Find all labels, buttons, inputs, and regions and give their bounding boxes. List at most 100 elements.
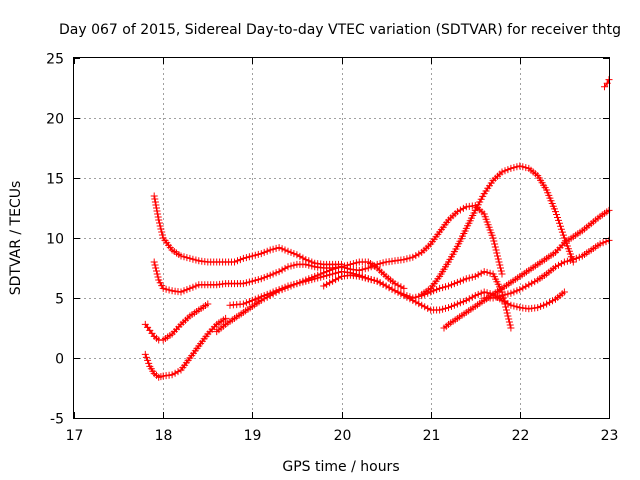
data-point — [559, 231, 567, 239]
data-point — [248, 296, 256, 304]
data-point — [332, 269, 340, 277]
data-point — [504, 166, 512, 174]
data-point — [400, 290, 408, 298]
data-point — [157, 225, 165, 233]
x-tick-label: 23 — [601, 428, 619, 444]
data-point — [556, 219, 563, 227]
data-point — [468, 293, 476, 301]
data-point — [358, 266, 366, 274]
data-point — [234, 257, 241, 265]
data-point — [251, 295, 259, 303]
data-point — [474, 271, 482, 279]
data-point — [501, 300, 509, 308]
data-point — [305, 261, 313, 269]
data-point — [601, 83, 608, 91]
data-point — [156, 222, 164, 230]
data-point — [397, 289, 405, 297]
data-point — [572, 254, 580, 262]
data-point — [505, 318, 513, 326]
data-point — [471, 292, 479, 300]
data-point — [445, 304, 452, 312]
data-point — [412, 293, 420, 301]
data-point — [480, 288, 488, 296]
data-point — [152, 264, 160, 272]
data-point — [299, 278, 307, 286]
data-point — [260, 274, 268, 282]
data-point — [418, 301, 426, 309]
data-point — [494, 252, 501, 260]
data-point — [491, 243, 499, 251]
data-point — [257, 275, 265, 283]
data-point — [459, 204, 467, 212]
data-point — [403, 255, 411, 263]
data-point — [459, 298, 467, 306]
data-point — [540, 301, 548, 309]
x-axis-label: GPS time / hours — [282, 459, 399, 475]
data-point — [503, 309, 511, 317]
data-point — [349, 260, 357, 268]
x-tick-label: 21 — [423, 428, 441, 444]
data-point — [275, 286, 283, 294]
y-tick-label: -5 — [50, 412, 64, 428]
data-point — [278, 284, 286, 292]
data-point — [186, 254, 194, 262]
data-point — [522, 282, 530, 290]
chart-title: Day 067 of 2015, Sidereal Day-to-day VTE… — [59, 22, 621, 38]
data-point — [284, 282, 292, 290]
data-point — [263, 272, 271, 280]
data-point — [326, 279, 334, 287]
data-point — [281, 264, 289, 272]
data-point — [367, 276, 375, 284]
data-point — [510, 164, 518, 172]
data-point — [433, 286, 441, 294]
data-point — [260, 292, 268, 300]
series-track-4 — [141, 314, 230, 381]
data-point — [400, 284, 408, 292]
data-point — [409, 294, 417, 302]
data-point — [415, 300, 423, 308]
data-point — [406, 254, 414, 262]
data-point — [497, 264, 504, 272]
y-tick-label: 20 — [46, 112, 64, 128]
data-point — [284, 247, 292, 255]
grid — [74, 58, 609, 418]
data-point — [525, 281, 533, 289]
data-point — [320, 282, 328, 290]
y-tick-label: 15 — [46, 172, 64, 188]
data-point — [332, 276, 340, 284]
data-point — [151, 261, 159, 269]
data-point — [495, 258, 503, 266]
data-point — [462, 296, 470, 304]
data-point — [171, 369, 179, 377]
series-line — [144, 317, 227, 379]
data-point — [284, 263, 292, 271]
data-point — [150, 258, 158, 266]
data-point — [450, 301, 458, 309]
data-point — [379, 259, 387, 267]
data-point — [275, 268, 283, 276]
data-point — [278, 266, 286, 274]
data-point — [329, 277, 337, 285]
data-point — [236, 256, 244, 264]
series-track-9 — [418, 162, 577, 298]
data-point — [391, 287, 399, 295]
data-point — [299, 254, 307, 262]
data-point — [483, 268, 491, 276]
data-point — [155, 216, 163, 224]
data-point — [489, 294, 497, 302]
data-point — [497, 267, 505, 275]
data-point — [477, 289, 485, 297]
data-point — [493, 249, 501, 257]
data-point — [552, 208, 559, 216]
data-point — [516, 286, 524, 294]
data-point — [492, 293, 500, 301]
data-point — [251, 251, 259, 259]
data-point — [275, 244, 283, 252]
data-point — [239, 300, 247, 308]
data-point — [162, 285, 170, 293]
data-point — [501, 291, 509, 299]
data-point — [516, 162, 524, 170]
data-point — [239, 254, 247, 262]
data-point — [553, 211, 560, 218]
data-point — [421, 303, 429, 311]
